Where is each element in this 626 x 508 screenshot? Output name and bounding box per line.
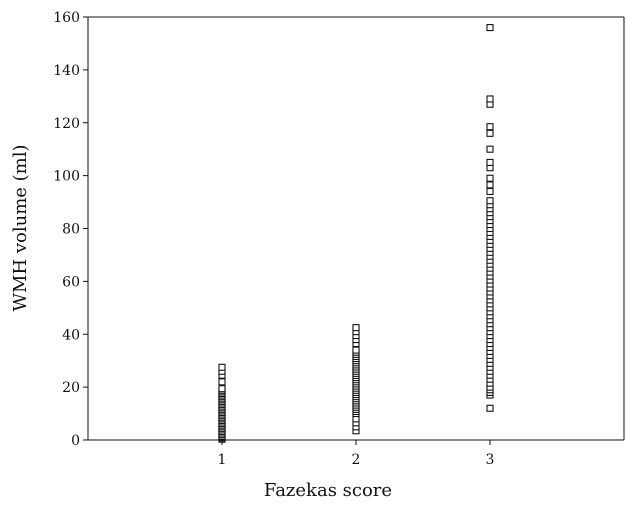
data-point <box>486 123 494 131</box>
data-point <box>486 174 494 182</box>
data-point <box>218 385 226 393</box>
x-axis-title: Fazekas score <box>264 480 392 501</box>
y-tick-label: 0 <box>71 433 80 449</box>
y-tick-label: 20 <box>62 380 80 396</box>
y-tick-label: 40 <box>62 327 80 343</box>
y-tick-label: 120 <box>53 116 80 132</box>
y-axis-title: WMH volume (ml) <box>10 144 31 311</box>
data-point <box>218 378 226 386</box>
y-tick-label: 100 <box>53 169 80 185</box>
axes-layer <box>87 16 625 441</box>
data-point <box>486 404 494 412</box>
data-point <box>486 158 494 166</box>
data-point <box>486 95 494 103</box>
data-point <box>352 346 360 354</box>
data-point <box>352 324 360 332</box>
y-tick-label: 140 <box>53 63 80 79</box>
x-tick-label: 2 <box>352 452 361 468</box>
data-point <box>486 181 494 189</box>
data-point <box>218 363 226 371</box>
x-ticks-layer: 1 2 3 <box>218 440 495 468</box>
y-tick-label: 60 <box>62 274 80 290</box>
data-point <box>486 197 494 205</box>
data-points-layer <box>218 24 494 443</box>
data-point <box>486 129 494 137</box>
y-tick-label: 160 <box>53 10 80 26</box>
y-tick-label: 80 <box>62 222 80 238</box>
x-tick-label: 1 <box>218 452 227 468</box>
data-point <box>486 187 494 196</box>
data-point <box>486 24 494 32</box>
y-ticks-layer: 0 20 40 60 80 100 120 140 160 <box>53 10 88 449</box>
x-tick-label: 3 <box>486 452 495 468</box>
data-point <box>486 145 494 153</box>
